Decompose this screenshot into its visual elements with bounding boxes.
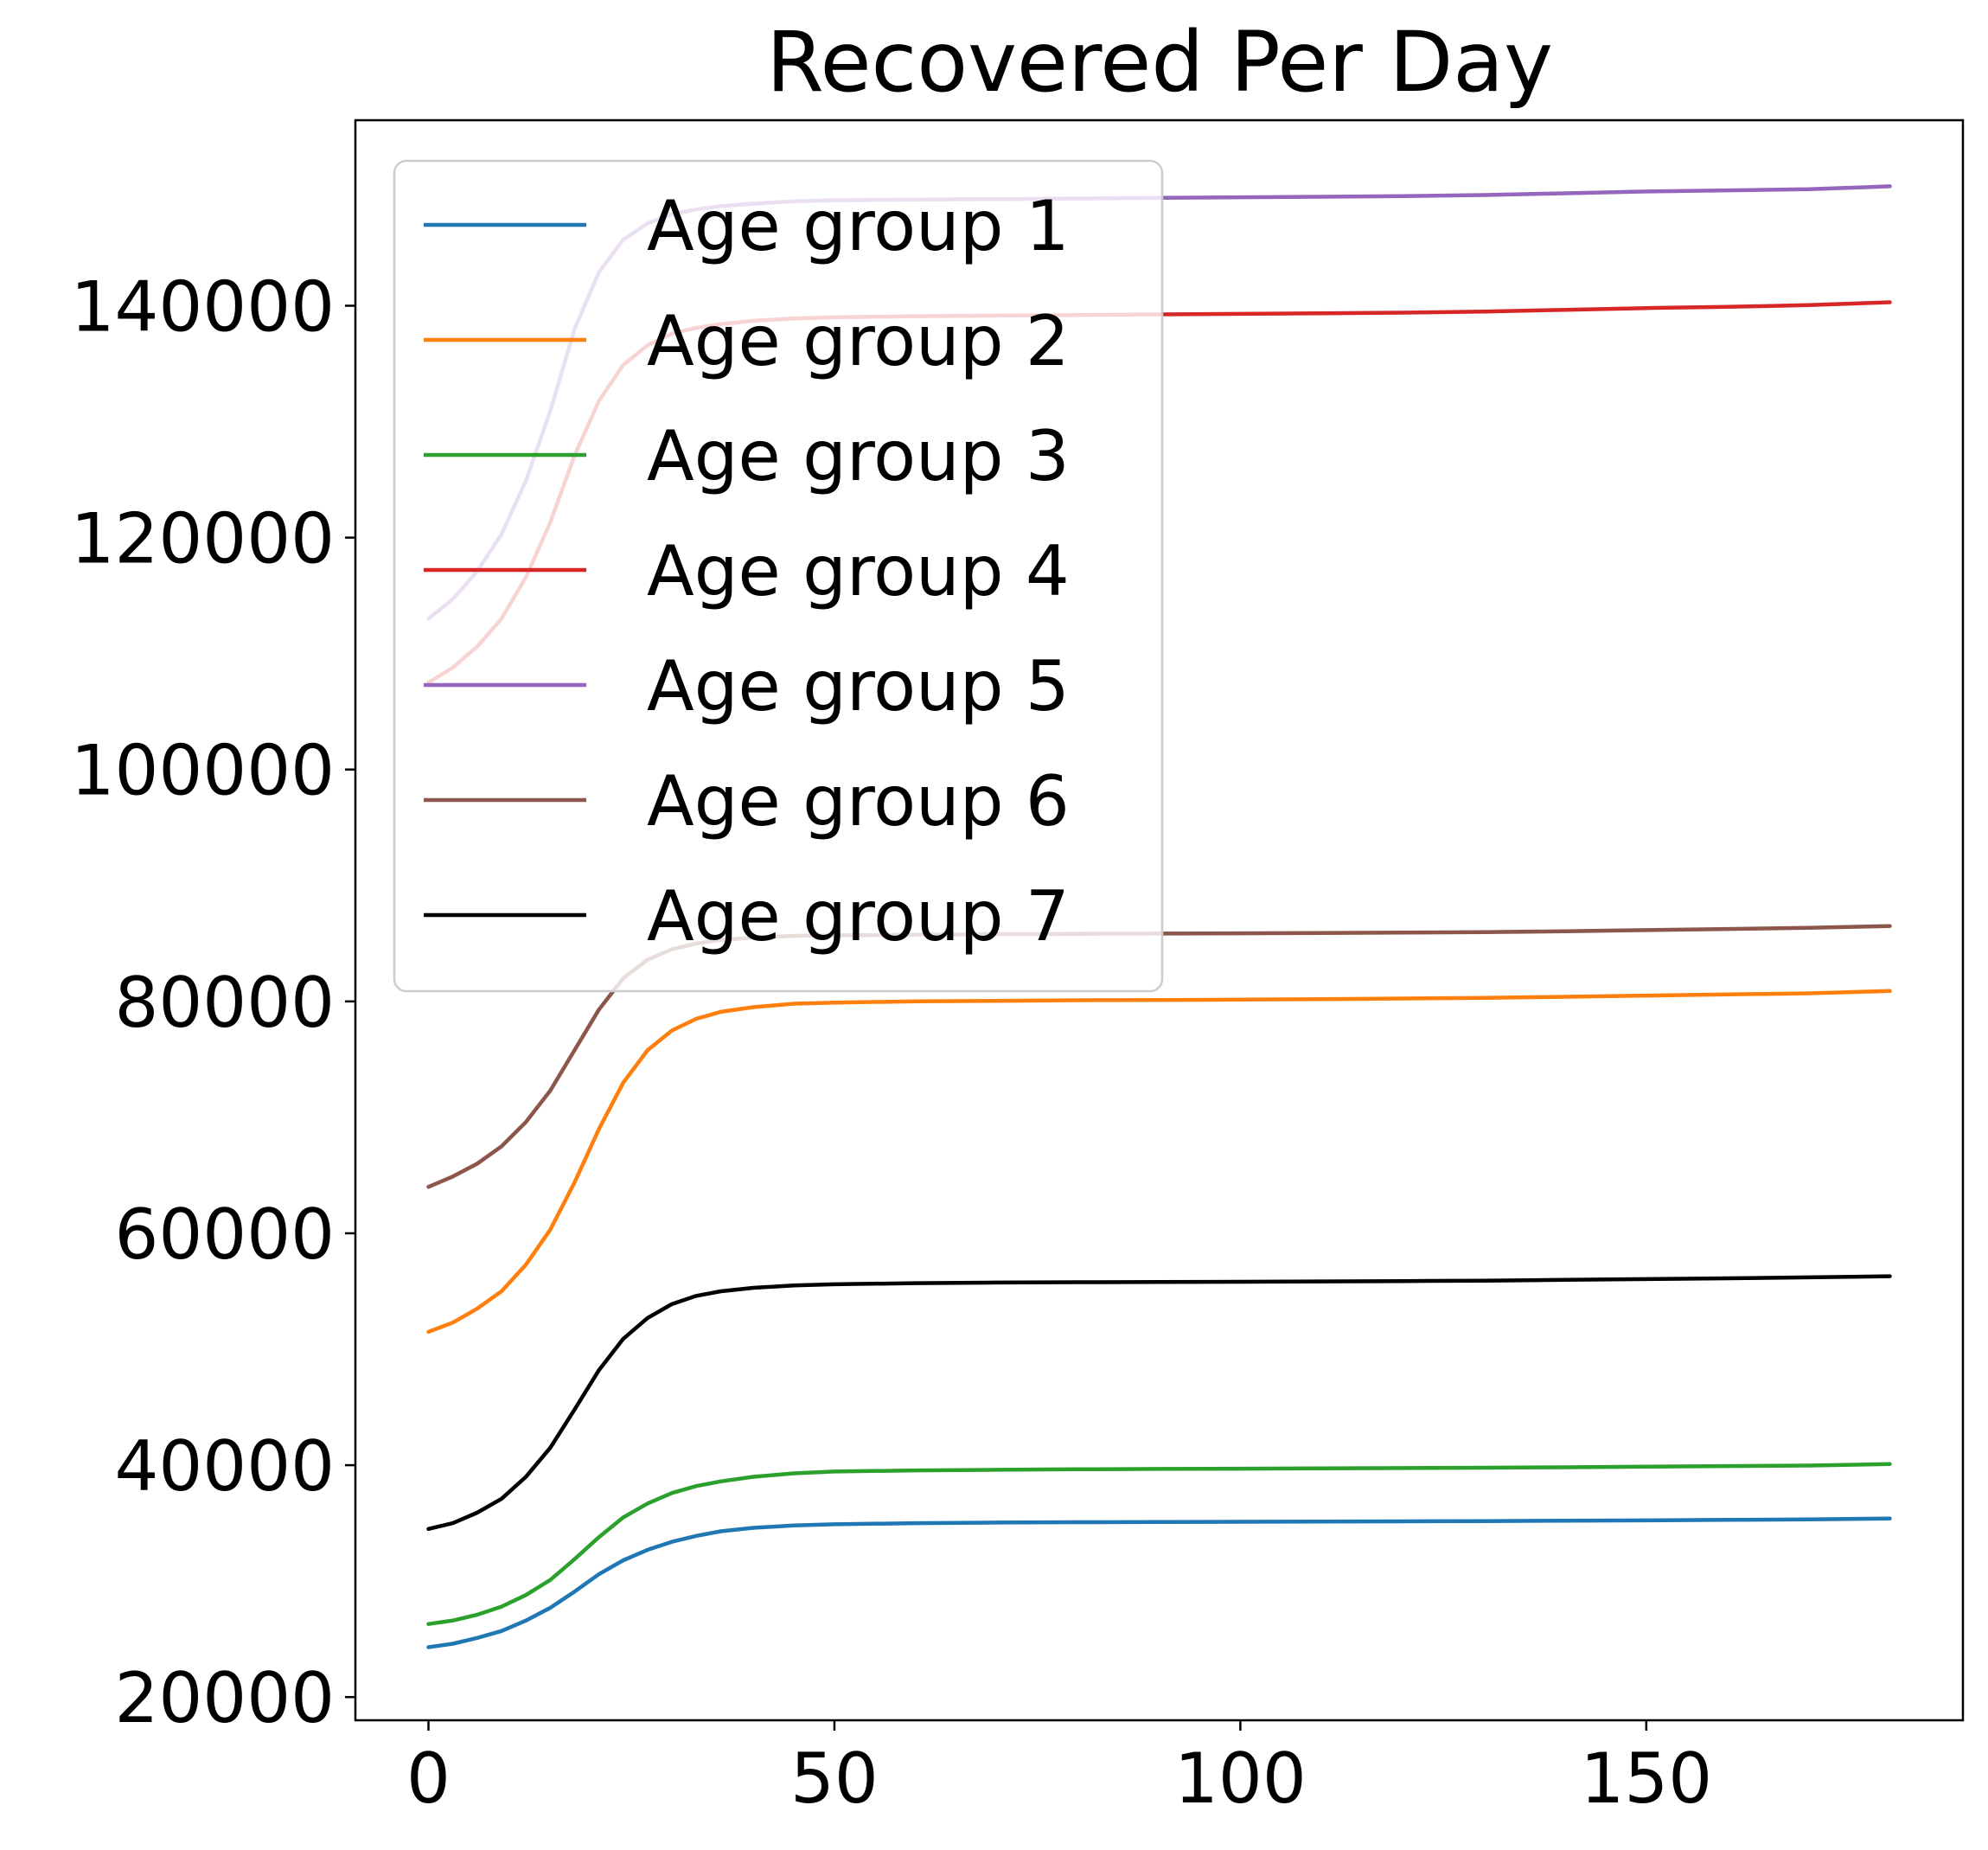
legend-label: Age group 3 xyxy=(647,416,1070,496)
legend-label: Age group 2 xyxy=(647,301,1070,381)
series-line-2 xyxy=(426,989,1892,1335)
series-line-1 xyxy=(426,1516,1892,1649)
y-tick-label: 60000 xyxy=(115,1194,336,1275)
x-tick-label: 0 xyxy=(406,1738,451,1819)
legend-label: Age group 4 xyxy=(647,531,1070,611)
legend-label: Age group 5 xyxy=(647,646,1070,727)
y-tick-label: 40000 xyxy=(115,1426,336,1507)
plot-frame xyxy=(354,118,1965,1722)
chart-title: Recovered Per Day xyxy=(766,14,1553,111)
x-tick-label: 50 xyxy=(790,1738,879,1819)
legend-label: Age group 6 xyxy=(647,761,1070,842)
legend-box xyxy=(393,159,1164,993)
legend-label: Age group 1 xyxy=(647,186,1070,266)
series-line-7 xyxy=(426,1274,1892,1532)
y-tick-label: 140000 xyxy=(71,266,335,347)
y-tick-label: 20000 xyxy=(115,1658,336,1738)
y-tick-label: 100000 xyxy=(71,731,335,811)
y-tick-label: 80000 xyxy=(115,963,336,1043)
x-tick-label: 100 xyxy=(1174,1738,1307,1819)
y-tick-label: 120000 xyxy=(71,499,335,579)
series-line-3 xyxy=(426,1462,1892,1626)
legend-label: Age group 7 xyxy=(647,876,1070,957)
x-tick-label: 150 xyxy=(1580,1738,1712,1819)
